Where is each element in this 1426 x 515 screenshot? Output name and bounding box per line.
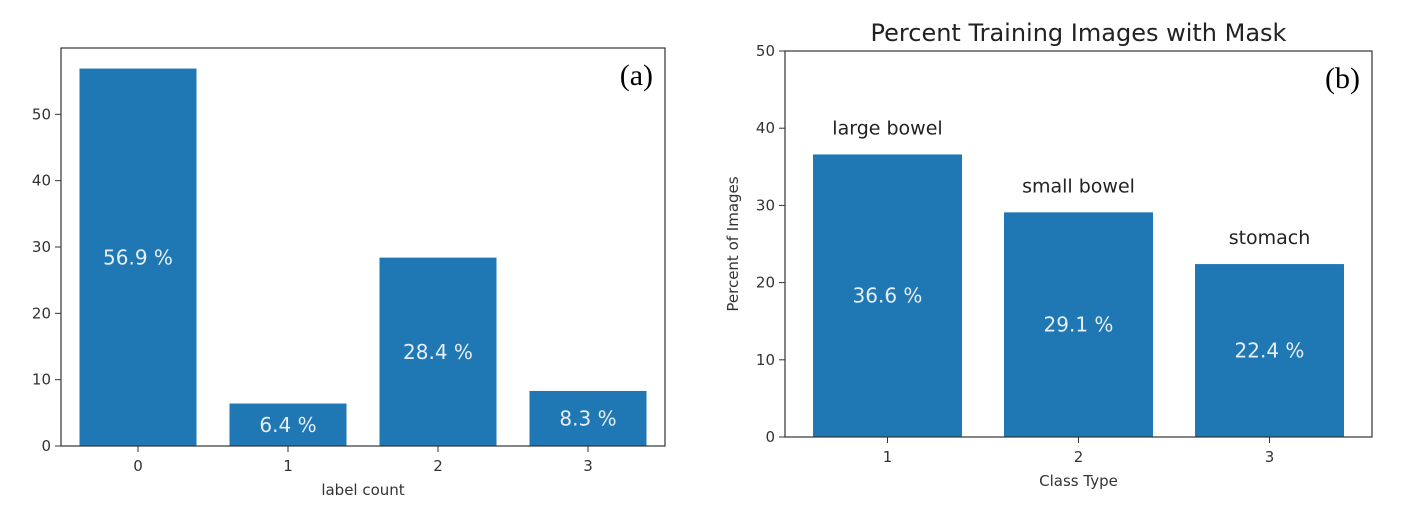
y-tick-label: 0 — [765, 428, 775, 446]
x-tick-label: 0 — [133, 457, 143, 475]
bar-value-label: 8.3 % — [559, 406, 616, 430]
bar-value-label: 28.4 % — [403, 340, 473, 364]
bar — [79, 68, 197, 447]
chart-b: 36.6 % large bowel 1 29.1 % small bowel 2 22.4… — [724, 19, 1373, 490]
y-tick-label: 10 — [756, 351, 775, 369]
axes-frame — [60, 47, 666, 447]
y-tick-label: 20 — [32, 304, 51, 322]
axes-frame — [784, 50, 1373, 438]
chart-title: Percent Training Images with Mask — [871, 19, 1287, 47]
panel-label: (a) — [620, 59, 653, 92]
panel-label: (b) — [1325, 62, 1360, 95]
x-tick-label: 3 — [1265, 448, 1275, 466]
x-tick-label: 1 — [283, 457, 293, 475]
bar — [813, 154, 962, 437]
y-tick-label: 30 — [32, 238, 51, 256]
bar — [529, 390, 647, 446]
chart-a: 56.9 %06.4 %128.4 %28.3 %301020304050lab… — [32, 47, 666, 499]
bar-value-label: 22.4 % — [1235, 339, 1305, 363]
bar-name-label: stomach — [1229, 227, 1311, 249]
x-tick-label: 2 — [1074, 448, 1084, 466]
x-tick-label: 1 — [883, 448, 893, 466]
y-axis-label: Percent of Images — [724, 176, 742, 311]
bar-value-label: 29.1 % — [1044, 313, 1114, 337]
bar-name-label: large bowel — [832, 117, 942, 139]
y-tick-label: 40 — [32, 172, 51, 190]
x-axis-label: label count — [321, 481, 404, 499]
bar-name-label: small bowel — [1022, 175, 1135, 197]
bar-value-label: 56.9 % — [103, 245, 173, 269]
x-axis-label: Class Type — [1039, 472, 1118, 490]
y-tick-label: 10 — [32, 371, 51, 389]
bar-value-label: 6.4 % — [259, 413, 316, 437]
y-tick-label: 0 — [41, 437, 51, 455]
y-tick-label: 20 — [756, 274, 775, 292]
bar-value-label: 36.6 % — [853, 284, 923, 308]
y-tick-label: 40 — [756, 119, 775, 137]
bar — [379, 257, 497, 446]
y-tick-label: 50 — [32, 105, 51, 123]
x-tick-label: 2 — [433, 457, 443, 475]
x-tick-label: 3 — [583, 457, 593, 475]
y-tick-label: 50 — [756, 42, 775, 60]
bar — [1195, 264, 1344, 437]
bar — [229, 403, 347, 446]
y-tick-label: 30 — [756, 196, 775, 214]
bar — [1004, 212, 1153, 437]
